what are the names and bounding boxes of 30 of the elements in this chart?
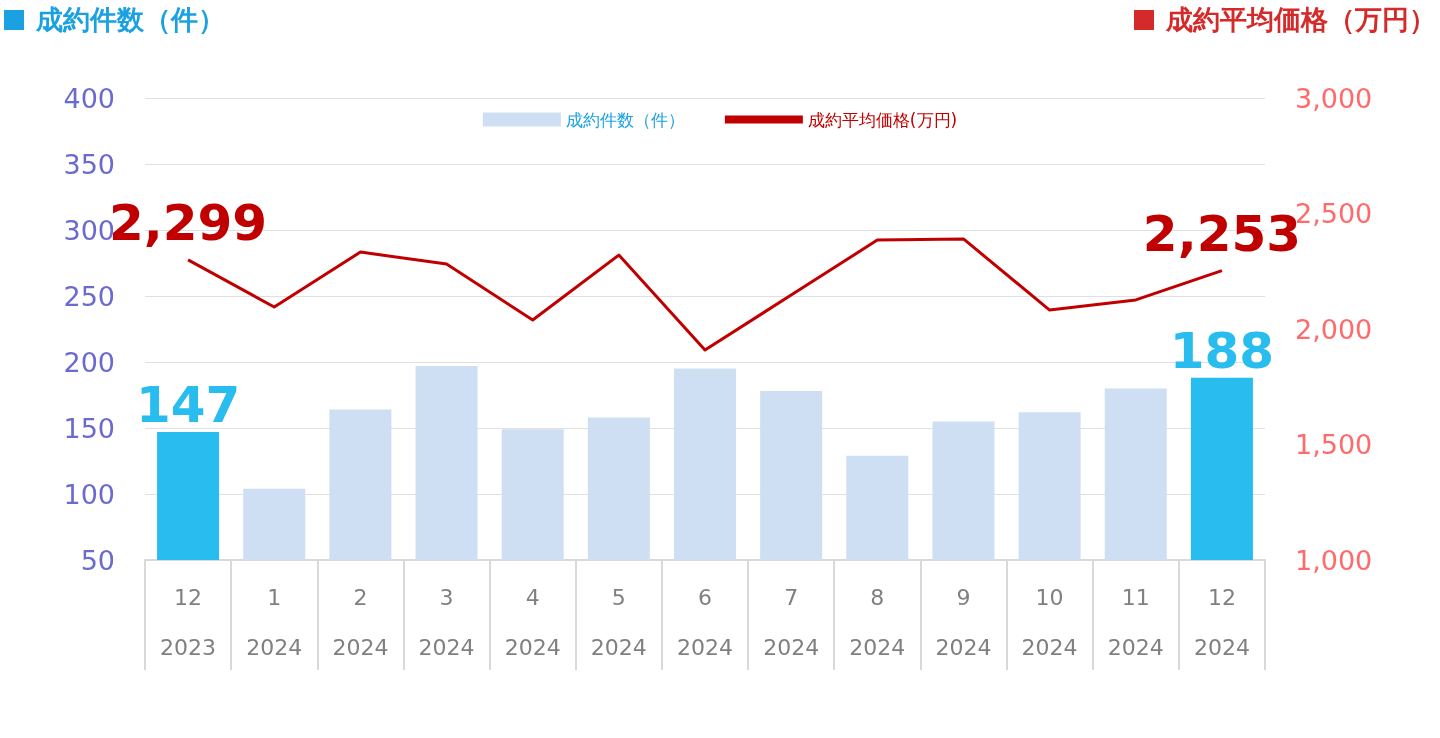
y-axis-title: 成約件数（件） — [36, 3, 225, 37]
y2-tick-label: 2,000 — [1295, 313, 1373, 345]
x-tick-label: 7 2024 — [763, 584, 820, 660]
x-tick-label: 5 2024 — [590, 584, 647, 660]
x-tick-label: 12 2024 — [1193, 584, 1250, 660]
y2-tick-label: 3,000 — [1295, 82, 1373, 114]
x-tick-label: 11 2024 — [1107, 584, 1164, 660]
x-tick-label: 8 2024 — [849, 584, 906, 660]
y-tick-label: 250 — [63, 280, 115, 312]
x-tick-label: 9 2024 — [935, 584, 992, 660]
y-tick-label: 50 — [80, 544, 115, 576]
y-tick-label: 200 — [63, 346, 115, 378]
y-tick-label: 100 — [63, 478, 115, 510]
y2-axis-title: 成約平均価格（万円） — [1166, 3, 1436, 37]
legend-label: 成約平均価格(万円) — [807, 109, 958, 130]
x-tick-label: 4 2024 — [504, 584, 561, 660]
y2-tick-label: 1,500 — [1295, 429, 1373, 460]
x-tick-label: 1 2024 — [246, 584, 303, 660]
legend-label: 成約件数（件） — [565, 109, 685, 130]
x-tick-label: 3 2024 — [418, 584, 475, 660]
data-label: 188 — [1169, 321, 1275, 380]
x-tick-label: 12 2023 — [160, 584, 217, 660]
x-tick-label: 2 2024 — [332, 584, 389, 660]
data-label: 147 — [135, 375, 241, 434]
y-tick-label: 350 — [63, 148, 115, 180]
y-tick-label: 400 — [63, 82, 115, 114]
y-tick-label: 150 — [63, 412, 115, 444]
x-tick-label: 6 2024 — [677, 584, 733, 660]
x-tick-label: 10 2024 — [1021, 584, 1078, 660]
y2-tick-label: 1,000 — [1295, 544, 1373, 576]
